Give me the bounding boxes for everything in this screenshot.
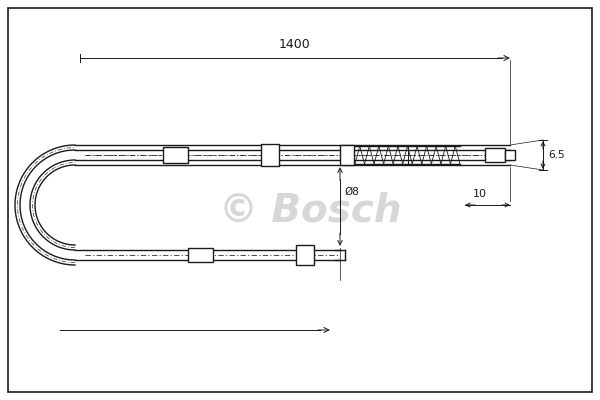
Bar: [163, 147, 187, 163]
Bar: [296, 245, 314, 265]
Text: 10: 10: [473, 189, 487, 199]
Text: 6.5: 6.5: [548, 150, 565, 160]
Bar: [485, 148, 505, 162]
Bar: [505, 150, 515, 160]
Bar: [187, 248, 212, 262]
Text: Ø8: Ø8: [344, 186, 359, 196]
Text: 1400: 1400: [279, 38, 311, 51]
Text: © Bosch: © Bosch: [219, 191, 401, 229]
Bar: [340, 145, 354, 165]
Bar: [261, 144, 279, 166]
